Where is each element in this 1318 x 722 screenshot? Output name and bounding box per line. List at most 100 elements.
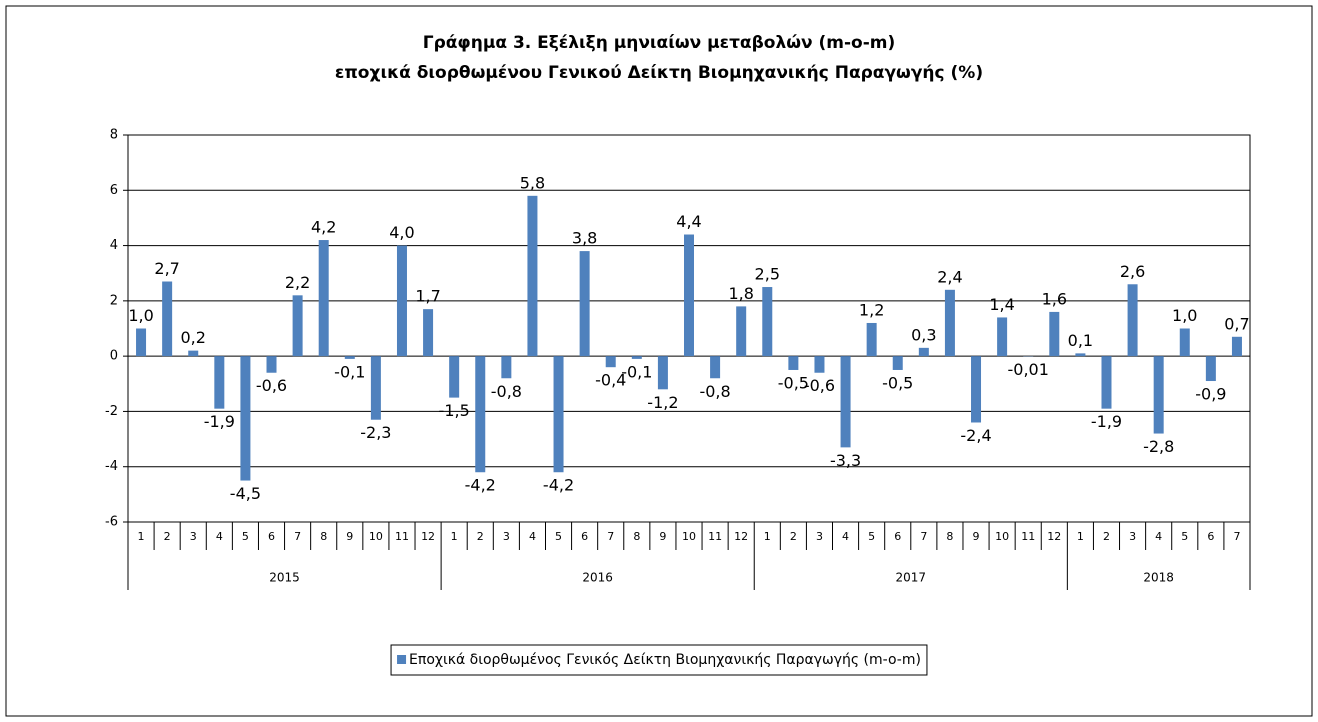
bar <box>370 356 381 420</box>
x-tick-label: 7 <box>607 530 614 543</box>
x-tick-label: 5 <box>555 530 562 543</box>
bar <box>266 356 277 373</box>
x-tick-label: 3 <box>816 530 823 543</box>
x-tick-label: 5 <box>242 530 249 543</box>
bar <box>188 350 199 357</box>
x-tick-label: 10 <box>369 530 383 543</box>
bar <box>162 281 173 357</box>
x-tick-label: 1 <box>1077 530 1084 543</box>
x-tick-label: 6 <box>268 530 275 543</box>
bar <box>866 322 877 357</box>
x-tick-label: 7 <box>1233 530 1240 543</box>
data-label: -0,8 <box>699 382 730 401</box>
data-label: -1,9 <box>1091 412 1122 431</box>
x-tick-label: 10 <box>995 530 1009 543</box>
bar <box>736 306 747 357</box>
data-label: 1,6 <box>1042 289 1067 308</box>
x-tick-label: 8 <box>633 530 640 543</box>
bar <box>840 356 851 448</box>
x-tick-label: 4 <box>842 530 849 543</box>
bar <box>396 245 407 357</box>
x-tick-label: 11 <box>395 530 409 543</box>
bar <box>1205 356 1216 382</box>
bar <box>997 317 1008 357</box>
bar <box>710 356 721 379</box>
bar <box>1049 311 1060 357</box>
data-label: -4,2 <box>543 476 574 495</box>
bar <box>788 356 799 370</box>
x-tick-label: 1 <box>764 530 771 543</box>
data-label: -4,5 <box>230 484 261 503</box>
bar <box>344 356 355 359</box>
data-label: -0,5 <box>778 373 809 392</box>
x-tick-label: 1 <box>451 530 458 543</box>
x-tick-label: 3 <box>1129 530 1136 543</box>
plot-border <box>127 134 1251 523</box>
bar <box>292 295 303 357</box>
data-label: -2,4 <box>960 426 991 445</box>
data-label: -4,2 <box>465 476 496 495</box>
data-label: 5,8 <box>520 173 545 192</box>
x-tick-label: 12 <box>734 530 748 543</box>
data-label: -2,8 <box>1143 437 1174 456</box>
data-label: 0,3 <box>911 325 936 344</box>
y-tick-label: -2 <box>105 404 118 419</box>
data-label: 0,1 <box>1068 331 1093 350</box>
y-tick-label: -6 <box>105 515 118 530</box>
x-tick-label: 2 <box>477 530 484 543</box>
x-tick-label: 8 <box>946 530 953 543</box>
bar <box>423 309 434 357</box>
y-tick-label: 4 <box>110 238 118 253</box>
x-tick-label: 12 <box>421 530 435 543</box>
chart-title: εποχικά διορθωμένου Γενικού Δείκτη Βιομη… <box>335 63 983 83</box>
data-label: 2,4 <box>937 267 962 286</box>
x-tick-label: 9 <box>346 530 353 543</box>
bar <box>631 356 642 359</box>
year-label: 2017 <box>896 571 927 585</box>
data-label: -0,01 <box>1008 360 1049 379</box>
bar <box>971 356 982 423</box>
data-label: -1,9 <box>204 412 235 431</box>
data-label: 4,4 <box>676 212 701 231</box>
data-label: 1,4 <box>989 295 1014 314</box>
x-tick-label: 6 <box>894 530 901 543</box>
y-tick-label: 0 <box>110 349 118 364</box>
x-tick-label: 6 <box>581 530 588 543</box>
data-label: -0,8 <box>491 382 522 401</box>
year-label: 2016 <box>582 571 613 585</box>
bar <box>501 356 512 379</box>
bar <box>892 356 903 370</box>
data-label: 2,6 <box>1120 262 1145 281</box>
data-label: 4,0 <box>389 223 414 242</box>
bar <box>318 240 329 357</box>
y-tick-label: 8 <box>110 128 118 143</box>
data-label: 2,7 <box>154 259 179 278</box>
x-tick-label: 11 <box>708 530 722 543</box>
bar <box>449 356 460 398</box>
data-label: 2,5 <box>755 265 780 284</box>
bar <box>1231 336 1242 357</box>
x-tick-label: 9 <box>659 530 666 543</box>
y-tick-label: 6 <box>110 183 118 198</box>
y-tick-label: 2 <box>110 293 118 308</box>
data-label: -3,3 <box>830 451 861 470</box>
data-label: 3,8 <box>572 229 597 248</box>
data-label: -0,5 <box>882 373 913 392</box>
x-tick-label: 7 <box>920 530 927 543</box>
x-tick-label: 4 <box>216 530 223 543</box>
bar <box>579 251 590 357</box>
x-tick-label: 1 <box>138 530 145 543</box>
bar <box>944 289 955 357</box>
data-label: 1,0 <box>1172 306 1197 325</box>
x-tick-label: 2 <box>790 530 797 543</box>
legend-label: Εποχικά διορθωμένος Γενικός Δείκτη Βιομη… <box>409 652 921 668</box>
data-label: -1,5 <box>439 401 470 420</box>
x-tick-label: 3 <box>190 530 197 543</box>
x-tick-label: 8 <box>320 530 327 543</box>
bar <box>1179 328 1190 357</box>
data-label: -1,2 <box>647 393 678 412</box>
x-tick-label: 12 <box>1047 530 1061 543</box>
bar <box>1153 356 1164 434</box>
bar <box>657 356 668 390</box>
